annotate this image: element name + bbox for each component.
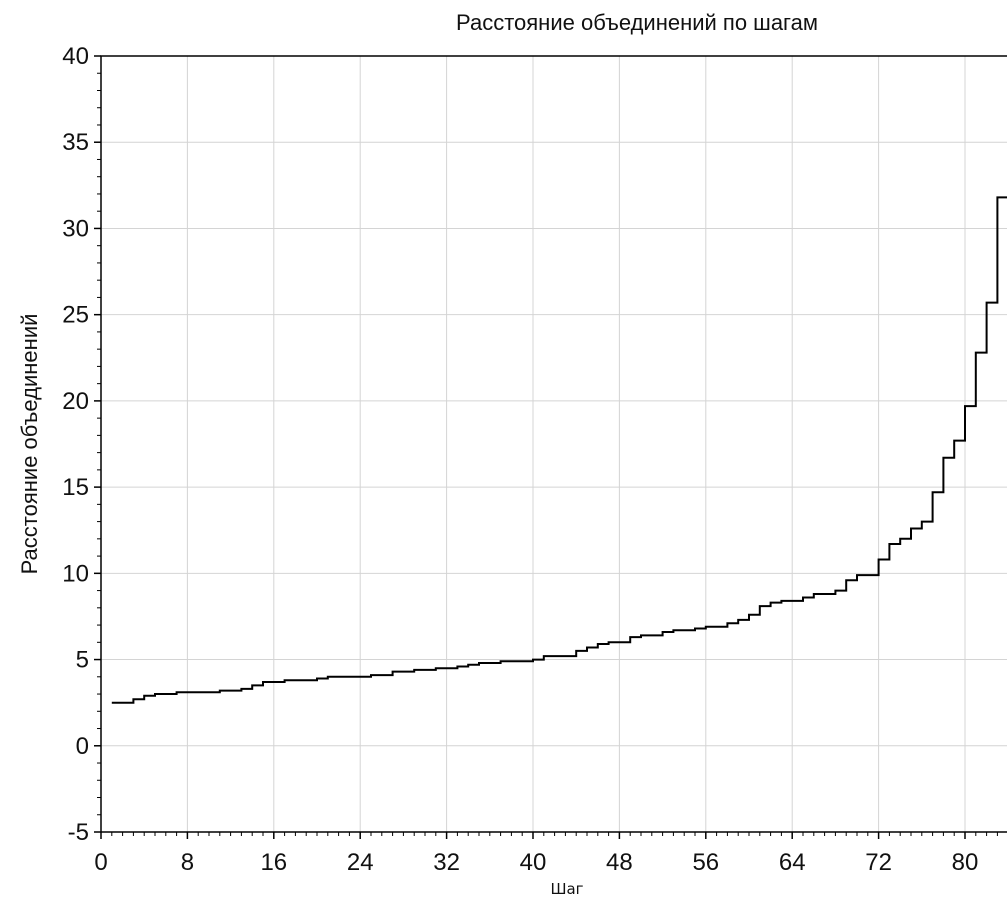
x-tick-label: 80 [952,849,979,876]
y-tick-label: 15 [62,474,89,501]
x-tick-label: 32 [433,849,460,876]
series-step-line [111,196,1007,704]
y-tick-label: 20 [62,388,89,415]
x-tick-label: 72 [865,849,892,876]
x-tick-label: 40 [520,849,547,876]
y-axis-label: Расстояние объединений [17,314,42,575]
x-tick-label: 16 [260,849,287,876]
chart-title: Расстояние объединений по шагам [456,10,818,35]
x-tick-label: 64 [779,849,806,876]
plot-frame [100,55,1007,833]
x-tick-label: 48 [606,849,633,876]
x-tick-label: 24 [347,849,374,876]
y-tick-label: 25 [62,302,89,329]
y-tick-label: 35 [62,129,89,156]
x-tick-label: 8 [181,849,194,876]
y-tick-label: 40 [62,43,89,70]
y-tick-label: 30 [62,215,89,242]
y-tick-label: 10 [62,560,89,587]
y-tick-label: -5 [68,819,89,846]
x-axis-label: Шаг [550,880,583,898]
x-tick-label: 56 [692,849,719,876]
grid [101,56,1007,832]
y-tick-label: 0 [76,733,89,760]
x-tick-label: 0 [94,849,107,876]
y-tick-label: 5 [76,647,89,674]
axis-ticks [94,55,998,839]
